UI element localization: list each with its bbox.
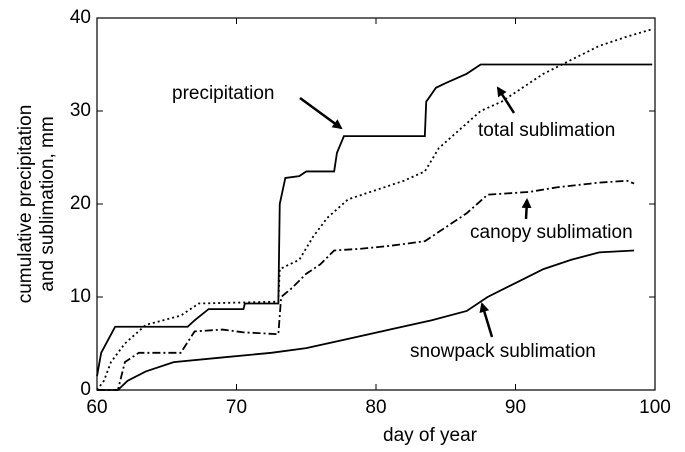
y-tick-label: 30 — [70, 100, 91, 121]
annotation-arrow — [479, 302, 494, 338]
y-tick-label: 0 — [80, 379, 91, 400]
series-line — [97, 179, 635, 391]
series-line — [96, 28, 653, 391]
x-tick-label: 60 — [86, 397, 107, 418]
x-tick-label: 100 — [639, 397, 671, 418]
series-line — [97, 249, 635, 391]
x-tick-label: 90 — [505, 397, 526, 418]
y-tick-label: 20 — [70, 193, 91, 214]
annotation-arrow — [521, 198, 532, 220]
series-line — [96, 63, 653, 377]
y-tick-label: 40 — [70, 7, 91, 28]
y-tick-label: 10 — [70, 286, 91, 307]
y-axis-label: and sublimation, mm — [37, 116, 58, 291]
annotation: canopy sublimation — [470, 222, 633, 243]
y-axis-label: cumulative precipitation — [15, 105, 36, 304]
annotation: precipitation — [172, 83, 274, 104]
annotation: total sublimation — [478, 120, 615, 141]
annotation-arrow — [299, 96, 343, 130]
x-axis-label: day of year — [383, 425, 478, 446]
plot-frame — [96, 17, 656, 391]
annotation-arrow — [496, 86, 516, 114]
x-tick-label: 70 — [226, 397, 247, 418]
annotation: snowpack sublimation — [410, 341, 596, 362]
x-tick-label: 80 — [365, 397, 386, 418]
